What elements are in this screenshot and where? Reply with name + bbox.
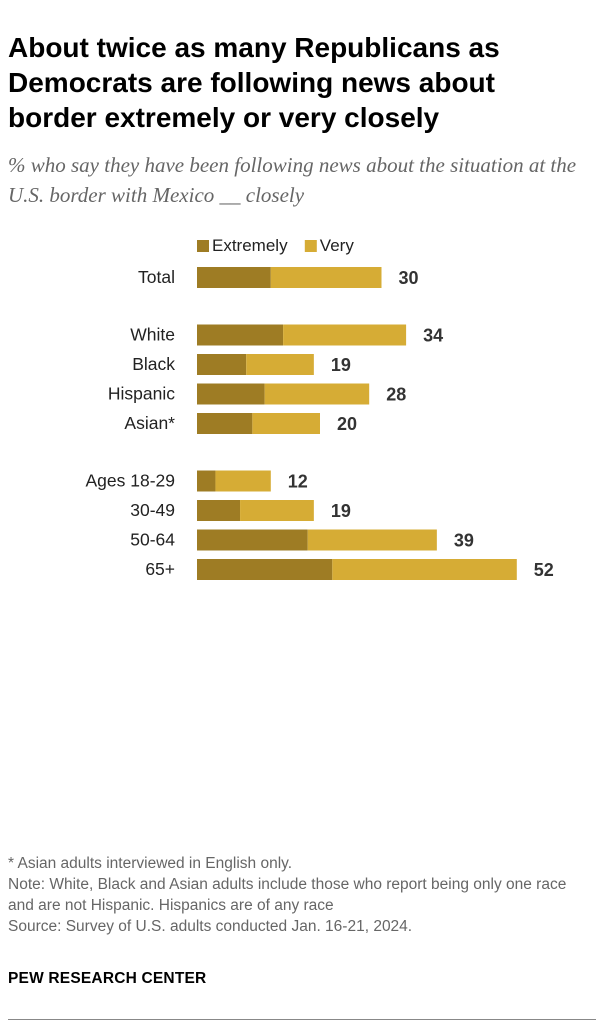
bar-very-white <box>283 324 407 346</box>
category-label-total: Total <box>138 267 175 287</box>
bar-very-30-49 <box>240 500 314 521</box>
total-label-50-64: 39 <box>454 531 474 551</box>
total-label-30-49: 19 <box>331 501 351 521</box>
total-label-white: 34 <box>423 326 443 346</box>
bar-extremely-white <box>197 324 284 346</box>
category-label-50-64: 50-64 <box>130 530 175 550</box>
category-label-65: 65+ <box>145 559 175 579</box>
total-label-hispanic: 28 <box>386 385 406 405</box>
chart-title: About twice as many Republicans as Democ… <box>8 32 500 133</box>
legend-swatch-very <box>304 240 317 252</box>
category-label-30-49: 30-49 <box>130 500 175 520</box>
total-label-65: 52 <box>534 560 554 580</box>
bar-extremely-asian <box>197 413 253 434</box>
bar-very-50-64 <box>307 529 437 551</box>
bar-extremely-ages-18-29 <box>197 470 216 492</box>
legend-label-very: Very <box>320 236 355 255</box>
bar-very-total <box>270 267 382 288</box>
legend-swatch-extremely <box>197 240 209 252</box>
bar-extremely-30-49 <box>197 500 241 521</box>
bar-very-black <box>246 354 314 375</box>
category-label-asian: Asian* <box>124 413 175 433</box>
legend: Extremely Very <box>197 236 354 255</box>
bars: Total 30 White 34 Black 19 Hispanic 28 Asian* 20 A… <box>85 267 554 580</box>
pew-logo-text: PEW RESEARCH CENTER <box>8 970 207 987</box>
stacked-bar-chart: Extremely Very Total 30 White 34 Black 19 Hispa… <box>85 236 554 580</box>
category-label-hispanic: Hispanic <box>108 384 175 404</box>
note-source: Source: Survey of U.S. adults conducted … <box>8 918 413 935</box>
bar-extremely-50-64 <box>197 529 308 551</box>
bottom-divider <box>8 1019 596 1020</box>
bar-very-65 <box>332 559 517 580</box>
category-label-ages-18-29: Ages 18-29 <box>85 471 175 491</box>
note-asian: * Asian adults interviewed in English on… <box>8 855 293 872</box>
legend-label-extremely: Extremely <box>212 236 288 255</box>
bar-very-asian <box>252 413 320 434</box>
bar-extremely-65 <box>197 559 333 580</box>
category-label-white: White <box>130 325 175 345</box>
bar-very-ages-18-29 <box>215 470 271 492</box>
category-label-black: Black <box>132 354 175 374</box>
total-label-black: 19 <box>331 355 351 375</box>
note-race: Note: White, Black and Asian adults incl… <box>8 876 567 914</box>
bar-extremely-hispanic <box>197 383 265 405</box>
bar-extremely-black <box>197 354 247 375</box>
bar-extremely-total <box>197 267 271 288</box>
chart-notes: * Asian adults interviewed in English on… <box>8 853 593 937</box>
total-label-ages-18-29: 12 <box>288 472 308 492</box>
total-label-asian: 20 <box>337 414 357 434</box>
chart-subtitle: % who say they have been following news … <box>8 153 577 207</box>
bar-very-hispanic <box>264 383 370 405</box>
total-label-total: 30 <box>399 268 419 288</box>
